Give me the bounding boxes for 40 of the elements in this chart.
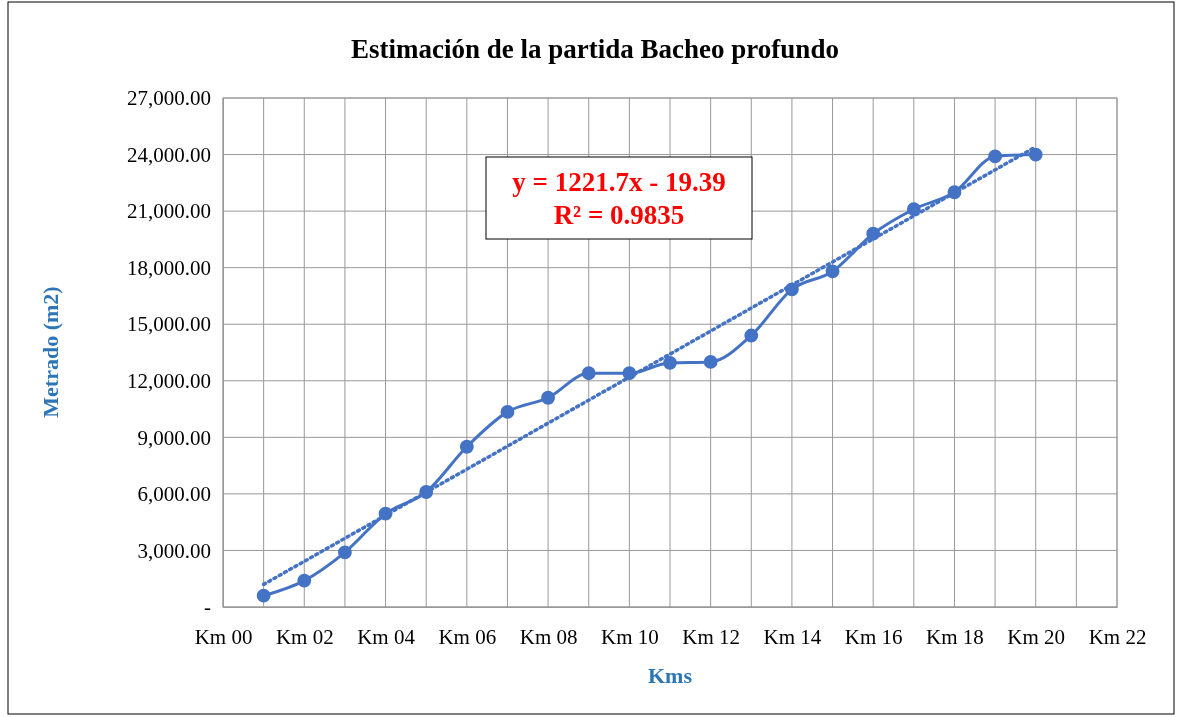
y-axis-title: Metrado (m2) [38,286,63,418]
point [500,404,515,419]
x-axis-title: Kms [648,663,693,688]
y-tick-label: 27,000.00 [127,86,211,111]
y-tick-label: 3,000.00 [137,538,211,563]
point [297,573,312,588]
x-tick-label: Km 18 [926,624,984,649]
point [744,328,759,343]
x-tick-label: Km 08 [519,624,578,649]
y-tick-label: 9,000.00 [137,425,211,450]
point [459,439,474,454]
y-tick-label: 21,000.00 [127,199,211,224]
x-tick-label: Km 16 [844,624,903,649]
point [581,366,596,381]
point [338,545,352,560]
annotation: R² = 0.9835 [553,200,685,230]
point [256,588,271,603]
y-tick-label: 12,000.00 [127,369,211,393]
point [825,264,840,279]
y-tick-label: - [204,595,211,620]
x-tick-label: Km 10 [600,624,659,649]
chart-title: Estimación de la partida Bacheo profundo [351,34,839,64]
x-tick-label: Km 06 [438,624,497,649]
point [663,355,677,370]
x-tick-label: Km 14 [763,624,822,649]
point [988,149,1002,164]
x-tick-label: Km 22 [1088,624,1147,649]
point [703,355,718,369]
annotation: y = 1221.7x - 19.39 [512,167,726,197]
x-tick-label: Km 04 [357,624,416,649]
y-tick-label: 15,000.00 [127,312,211,337]
point [1028,147,1043,162]
y-tick-label: 6,000.00 [137,482,211,507]
y-tick-label: 24,000.00 [127,142,211,167]
y-tick-label: 18,000.00 [127,255,211,280]
x-tick-label: Km 12 [682,624,741,649]
point [541,390,555,405]
x-tick-label: Km 20 [1007,624,1066,649]
x-tick-label: Km 02 [275,624,334,649]
x-tick-label: Km 00 [194,624,253,649]
